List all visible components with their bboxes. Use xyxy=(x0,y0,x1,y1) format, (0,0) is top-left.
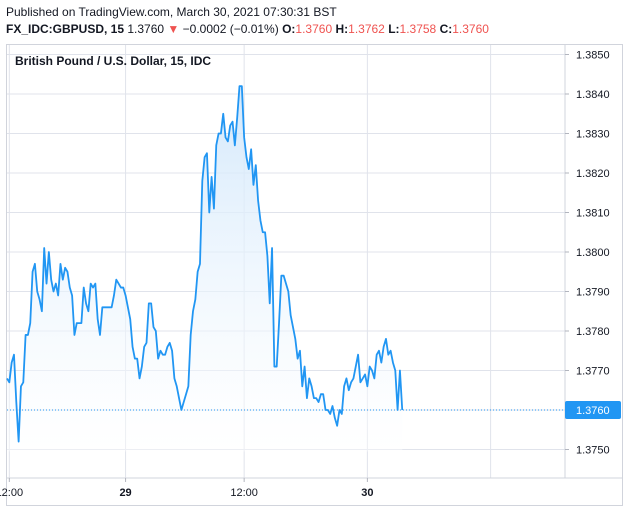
close-label: C: xyxy=(439,22,453,36)
y-tick-label: 1.3790 xyxy=(576,287,610,299)
close-value: 1.3760 xyxy=(452,22,489,36)
last-price-badge xyxy=(565,401,621,419)
down-arrow-icon: ▼ xyxy=(167,22,180,36)
symbol-line: FX_IDC:GBPUSD, 15 1.3760 ▼ −0.0002 (−0.0… xyxy=(6,22,489,36)
series-area xyxy=(7,86,403,452)
x-axis: 12:00 29 12:00 30 xyxy=(0,478,374,499)
last-price: 1.3760 xyxy=(127,22,165,36)
last-price-label: 1.3760 xyxy=(576,405,610,417)
area-fill xyxy=(7,86,403,452)
y-tick-label: 1.3840 xyxy=(576,89,610,101)
x-tick-label: 30 xyxy=(361,487,373,499)
y-tick-label: 1.3800 xyxy=(576,247,610,259)
low-value: 1.3758 xyxy=(399,22,437,36)
y-tick-label: 1.3750 xyxy=(576,445,610,457)
high-value: 1.3762 xyxy=(348,22,385,36)
last-price-marker: 1.3760 xyxy=(7,401,621,419)
x-tick-label: 12:00 xyxy=(230,487,258,499)
open-value: 1.3760 xyxy=(295,22,333,36)
price-change: −0.0002 (−0.01%) xyxy=(182,22,279,36)
chart-frame xyxy=(6,44,623,506)
symbol-name[interactable]: FX_IDC:GBPUSD, 15 xyxy=(6,22,125,36)
x-tick-label: 12:00 xyxy=(0,487,23,499)
y-tick-label: 1.3850 xyxy=(576,50,610,62)
published-line: Published on TradingView.com, March 30, … xyxy=(6,5,337,19)
price-series xyxy=(6,85,404,443)
high-label: H: xyxy=(335,22,349,36)
y-tick-label: 1.3820 xyxy=(576,168,610,180)
y-tick-label: 1.3810 xyxy=(576,208,610,220)
low-label: L: xyxy=(388,22,400,36)
y-tick-label: 1.3830 xyxy=(576,129,610,141)
chart-title: British Pound / U.S. Dollar, 15, IDC xyxy=(15,54,212,68)
y-tick-label: 1.3780 xyxy=(576,326,610,338)
series-line xyxy=(6,85,404,443)
y-tick-label: 1.3770 xyxy=(576,366,610,378)
x-tick-label: 29 xyxy=(119,487,131,499)
open-label: O: xyxy=(282,22,296,36)
